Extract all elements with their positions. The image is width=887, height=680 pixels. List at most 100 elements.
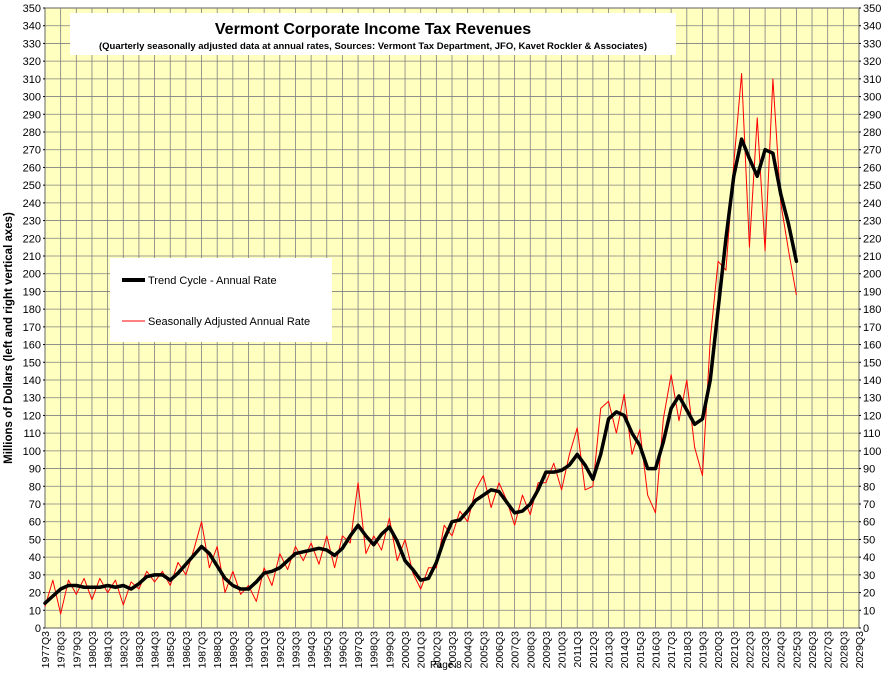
- y-tick-label-right: 90: [863, 464, 875, 476]
- legend: Trend Cycle - Annual Rate Seasonally Adj…: [110, 258, 332, 342]
- x-tick-label: 1981Q3: [103, 631, 115, 669]
- y-tick-label-right: 270: [863, 145, 881, 157]
- y-tick-label-right: 290: [863, 109, 881, 121]
- x-tick-label: 1987Q3: [197, 631, 209, 669]
- y-tick-label-right: 210: [863, 251, 881, 263]
- x-tick-label: 2022Q3: [744, 631, 756, 669]
- y-tick-label-left: 250: [23, 180, 41, 192]
- y-tick-label-right: 300: [863, 92, 881, 104]
- page-footer: Page 8: [430, 660, 462, 671]
- y-tick-label-right: 220: [863, 233, 881, 245]
- y-tick-label-right: 50: [863, 534, 875, 546]
- x-tick-label: 1991Q3: [259, 631, 271, 669]
- y-tick-label-left: 20: [29, 588, 41, 600]
- x-tick-label: 2029Q3: [854, 631, 866, 669]
- x-tick-label: 1984Q3: [150, 631, 162, 669]
- x-tick-label: 1978Q3: [56, 631, 68, 669]
- y-tick-label-right: 40: [863, 552, 875, 564]
- series-line-seasonally-adjusted: [44, 73, 797, 615]
- y-tick-label-left: 330: [23, 38, 41, 50]
- y-tick-label-right: 230: [863, 216, 881, 228]
- y-tick-label-left: 320: [23, 56, 41, 68]
- series-line-trend-cycle: [43, 137, 799, 605]
- x-tick-label: 2005Q3: [478, 631, 490, 669]
- y-tick-label-left: 100: [23, 446, 41, 458]
- x-tick-label: 2024Q3: [776, 631, 788, 669]
- y-axis-left: 0 10 20 30 40 50 60 70 80 90 100 110 120 130 140 150 160…: [23, 3, 45, 635]
- y-tick-label-right: 350: [863, 3, 881, 15]
- y-tick-label-right: 80: [863, 481, 875, 493]
- x-tick-label: 2017Q3: [666, 631, 678, 669]
- y-tick-label-left: 50: [29, 534, 41, 546]
- y-tick-label-right: 280: [863, 127, 881, 139]
- x-tick-label: 2003Q3: [447, 631, 459, 669]
- y-tick-label-left: 170: [23, 322, 41, 334]
- x-tick-label: 2010Q3: [557, 631, 569, 669]
- x-tick-label: 2011Q3: [572, 631, 584, 668]
- x-tick-label: 2015Q3: [635, 631, 647, 669]
- x-tick-label: 1988Q3: [212, 631, 224, 669]
- y-tick-label-left: 340: [23, 21, 41, 33]
- chart-subtitle: (Quarterly seasonally adjusted data at a…: [99, 41, 647, 52]
- y-axis-label: Millions of Dollars (left and right vert…: [3, 212, 15, 464]
- y-tick-label-left: 40: [29, 552, 41, 564]
- x-tick-label: 2013Q3: [604, 631, 616, 669]
- x-tick-label: 1997Q3: [353, 631, 365, 669]
- x-tick-label: 2018Q3: [682, 631, 694, 669]
- y-tick-label-right: 100: [863, 446, 881, 458]
- x-tick-label: 2007Q3: [510, 631, 522, 669]
- y-tick-label-left: 110: [23, 428, 41, 440]
- x-tick-label: 2027Q3: [823, 631, 835, 669]
- y-tick-label-right: 30: [863, 570, 875, 582]
- y-tick-label-right: 250: [863, 180, 881, 192]
- y-tick-label-right: 60: [863, 517, 875, 529]
- y-tick-label-right: 150: [863, 357, 881, 369]
- y-tick-label-left: 260: [23, 162, 41, 174]
- x-tick-label: 2014Q3: [619, 631, 631, 669]
- x-tick-label: 1992Q3: [275, 631, 287, 669]
- y-tick-label-left: 210: [23, 251, 41, 263]
- y-tick-label-right: 120: [863, 410, 881, 422]
- x-tick-label: 2009Q3: [541, 631, 553, 669]
- x-axis: 1977Q3 1978Q3 1979Q3 1980Q3 1981Q3 1982Q3 1983…: [40, 631, 866, 669]
- x-tick-label: 2008Q3: [525, 631, 537, 669]
- x-tick-label: 2006Q3: [494, 631, 506, 669]
- y-tick-label-left: 290: [23, 109, 41, 121]
- y-tick-label-left: 150: [23, 357, 41, 369]
- y-tick-label-right: 180: [863, 304, 881, 316]
- y-tick-label-right: 310: [863, 74, 881, 86]
- y-tick-label-right: 260: [863, 162, 881, 174]
- y-tick-label-left: 90: [29, 464, 41, 476]
- x-tick-label: 1995Q3: [322, 631, 334, 669]
- x-tick-label: 2021Q3: [729, 631, 741, 669]
- y-tick-label-left: 160: [23, 340, 41, 352]
- y-tick-label-left: 0: [35, 623, 41, 635]
- y-tick-label-left: 220: [23, 233, 41, 245]
- x-tick-label: 1986Q3: [181, 631, 193, 669]
- y-tick-label-left: 70: [29, 499, 41, 511]
- y-tick-label-left: 10: [29, 605, 41, 617]
- x-tick-label: 1998Q3: [369, 631, 381, 669]
- x-tick-label: 1989Q3: [228, 631, 240, 669]
- series-layer: [43, 73, 799, 615]
- legend-label-seasonal: Seasonally Adjusted Annual Rate: [148, 316, 310, 328]
- y-tick-label-right: 330: [863, 38, 881, 50]
- x-tick-label: 2004Q3: [463, 631, 475, 669]
- chart-title: Vermont Corporate Income Tax Revenues: [215, 21, 531, 38]
- x-tick-label: 1996Q3: [337, 631, 349, 669]
- y-tick-label-left: 80: [29, 481, 41, 493]
- y-tick-label-right: 160: [863, 340, 881, 352]
- x-tick-label: 2020Q3: [713, 631, 725, 669]
- y-tick-label-left: 300: [23, 92, 41, 104]
- x-tick-label: 2028Q3: [838, 631, 850, 669]
- x-tick-label: 1979Q3: [71, 631, 83, 669]
- x-tick-label: 2001Q3: [416, 631, 428, 669]
- x-tick-label: 1990Q3: [244, 631, 256, 669]
- y-tick-label-left: 310: [23, 74, 41, 86]
- y-tick-label-right: 70: [863, 499, 875, 511]
- y-tick-label-left: 130: [23, 393, 41, 405]
- y-tick-label-left: 240: [23, 198, 41, 210]
- y-tick-label-right: 190: [863, 286, 881, 298]
- y-tick-label-right: 10: [863, 605, 875, 617]
